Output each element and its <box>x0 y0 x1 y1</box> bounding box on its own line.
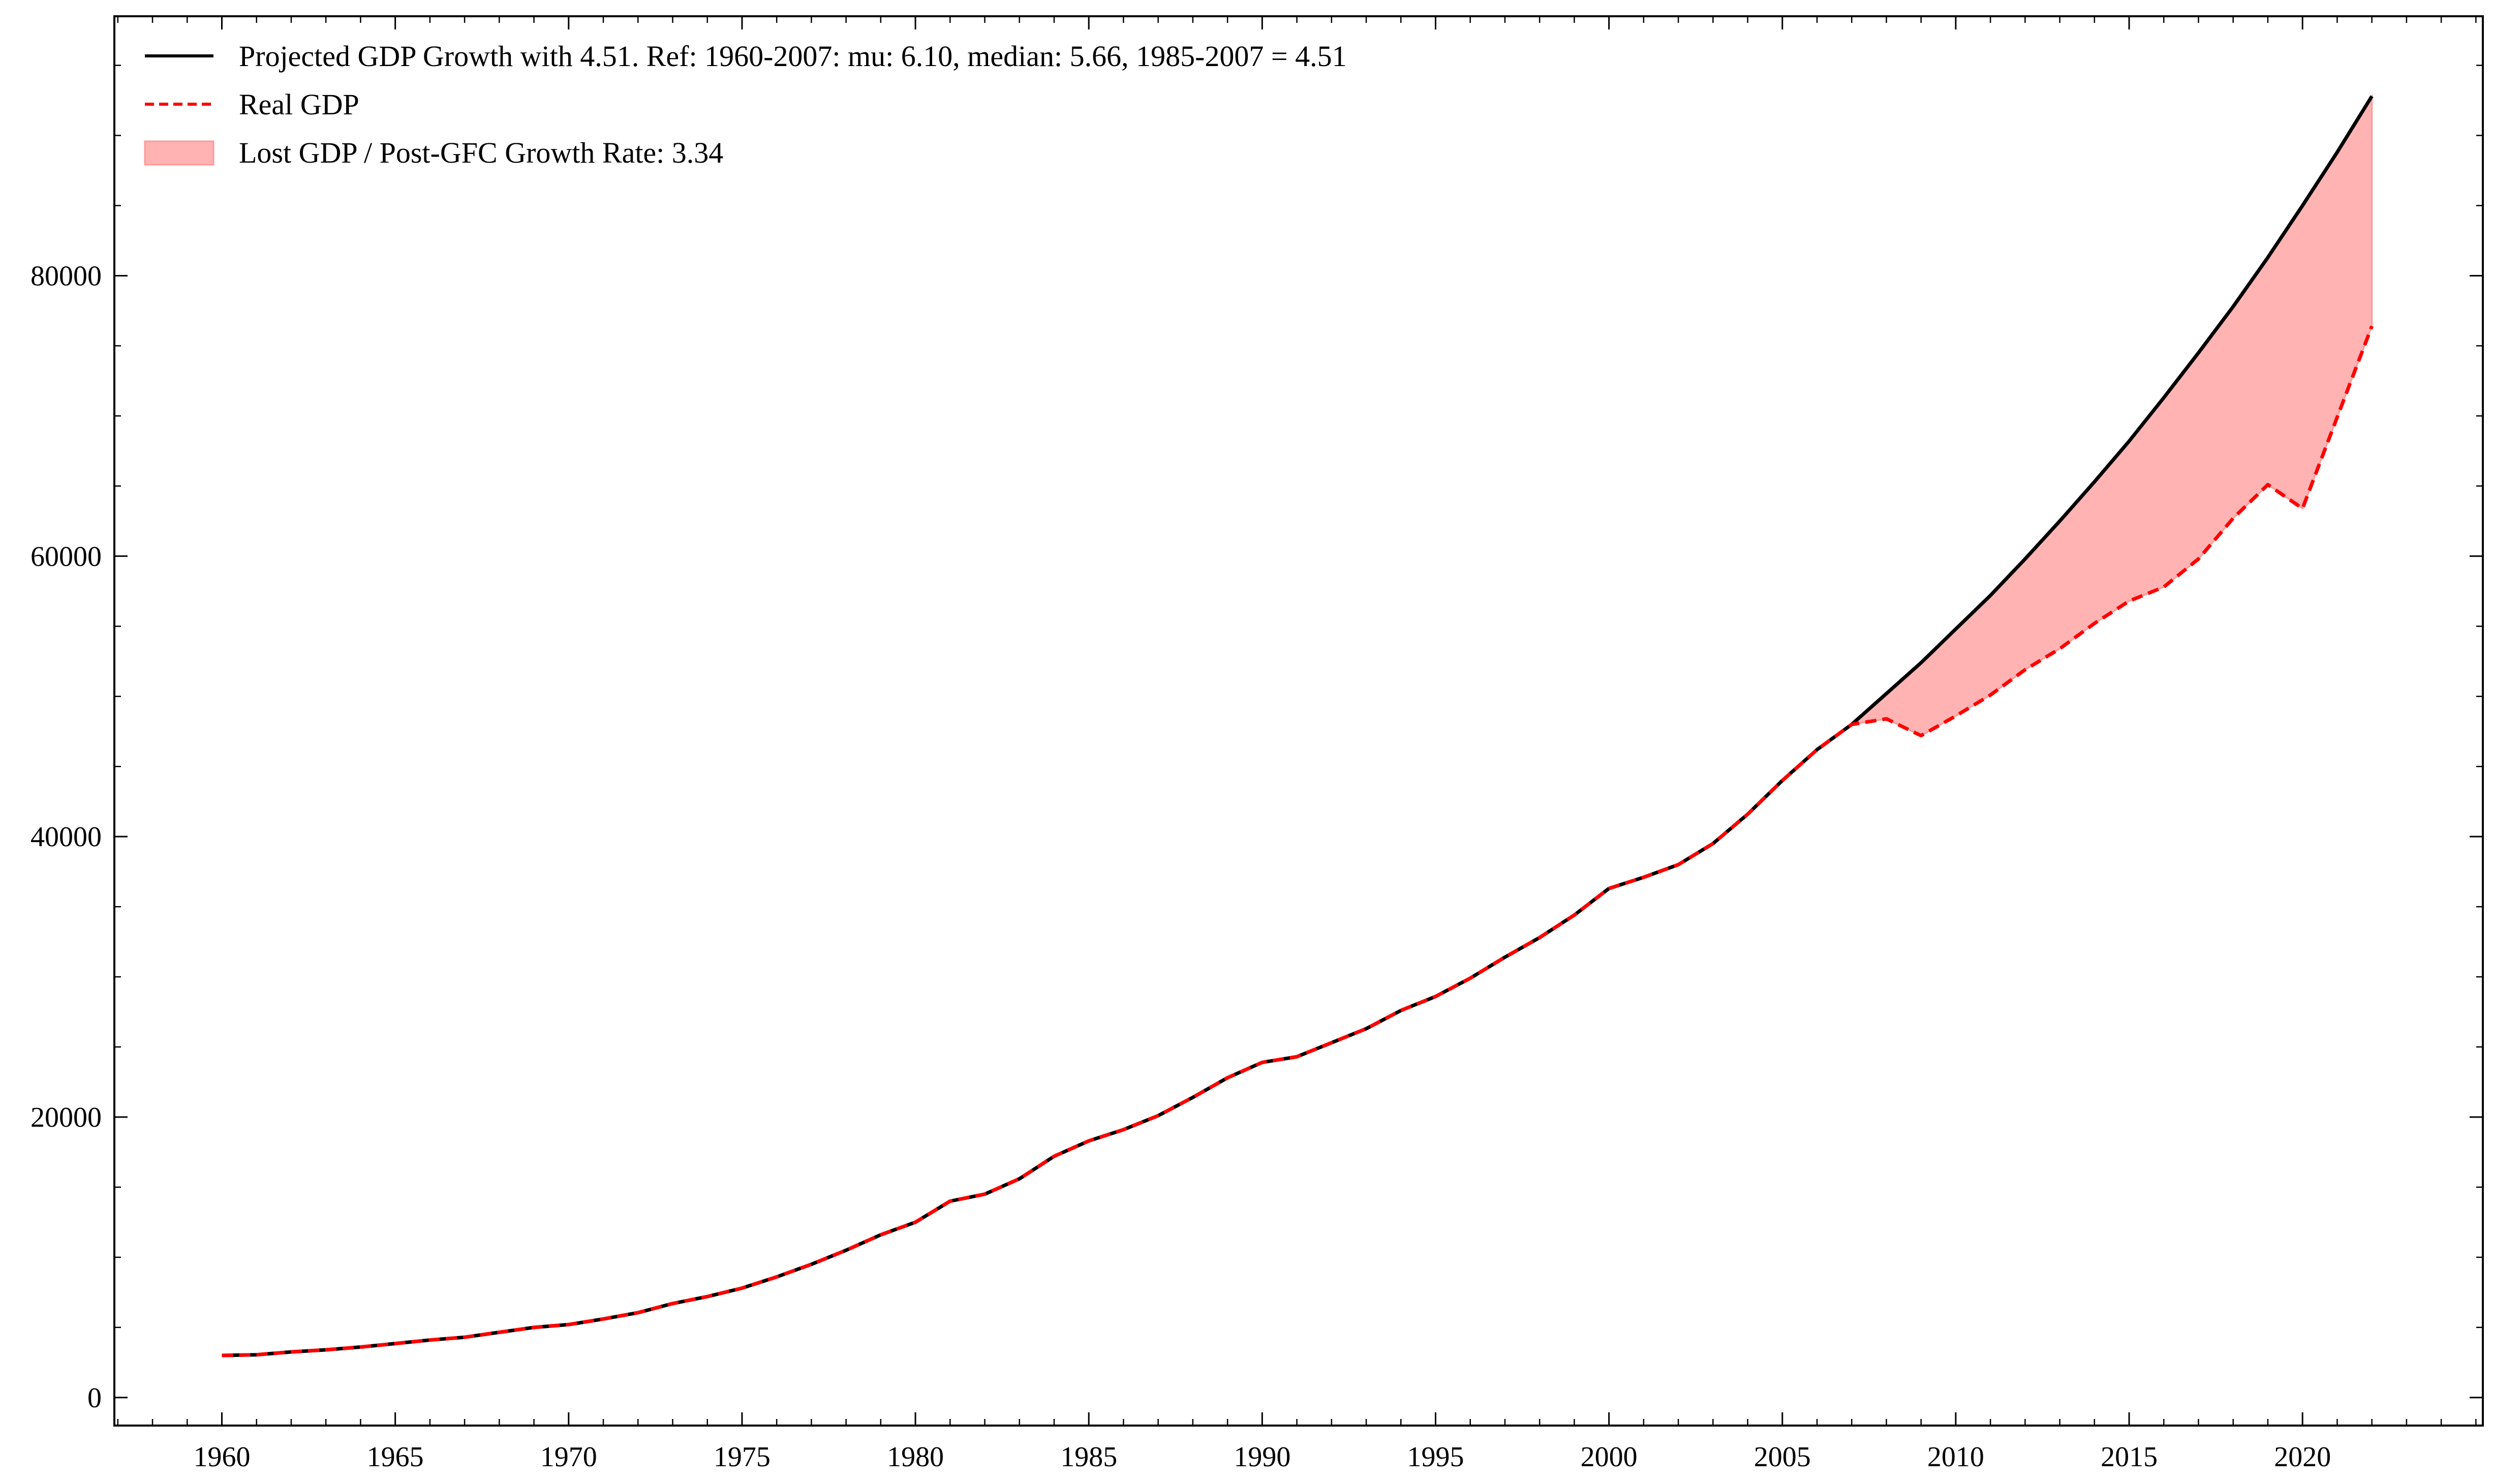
x-tick-label: 1970 <box>540 1441 597 1473</box>
y-tick-label: 20000 <box>30 1102 102 1133</box>
plot-frame <box>113 15 2484 1427</box>
x-tick-label: 2015 <box>2101 1441 2158 1473</box>
x-tick-label: 1980 <box>887 1441 944 1473</box>
x-tick-label: 1995 <box>1407 1441 1464 1473</box>
legend-label-real-gdp: Real GDP <box>239 88 359 121</box>
x-tick-label: 2005 <box>1754 1441 1811 1473</box>
y-tick-label: 80000 <box>30 260 102 292</box>
x-tick-label: 1965 <box>367 1441 424 1473</box>
y-tick-label: 0 <box>87 1382 102 1414</box>
x-tick-label: 2000 <box>1581 1441 1638 1473</box>
x-tick-label: 1960 <box>194 1441 251 1473</box>
x-tick-label: 1990 <box>1234 1441 1290 1473</box>
legend-label-lost-gdp: Lost GDP / Post-GFC Growth Rate: 3.34 <box>239 136 723 169</box>
projected-gdp-line <box>222 95 2374 1357</box>
y-tick-label: 40000 <box>30 821 102 853</box>
x-tick-label: 2010 <box>1927 1441 1984 1473</box>
lost-gdp-area-layer <box>1849 94 2373 737</box>
legend: Projected GDP Growth with 4.51. Ref: 196… <box>144 40 1347 169</box>
legend-swatch-lost-gdp <box>144 140 214 166</box>
axis-ticks: 1960 1965 1970 1975 1980 1985 1990 1995 2000 2005… <box>30 16 2483 1473</box>
real-gdp-line <box>222 325 2374 1357</box>
y-tick-label: 60000 <box>30 541 102 572</box>
series-layer <box>222 95 2374 1357</box>
lost-gdp-area <box>1849 94 2373 737</box>
legend-label-projected: Projected GDP Growth with 4.51. Ref: 196… <box>239 40 1347 73</box>
x-tick-label: 1975 <box>714 1441 771 1473</box>
x-tick-label: 2020 <box>2274 1441 2331 1473</box>
x-tick-label: 1985 <box>1060 1441 1117 1473</box>
